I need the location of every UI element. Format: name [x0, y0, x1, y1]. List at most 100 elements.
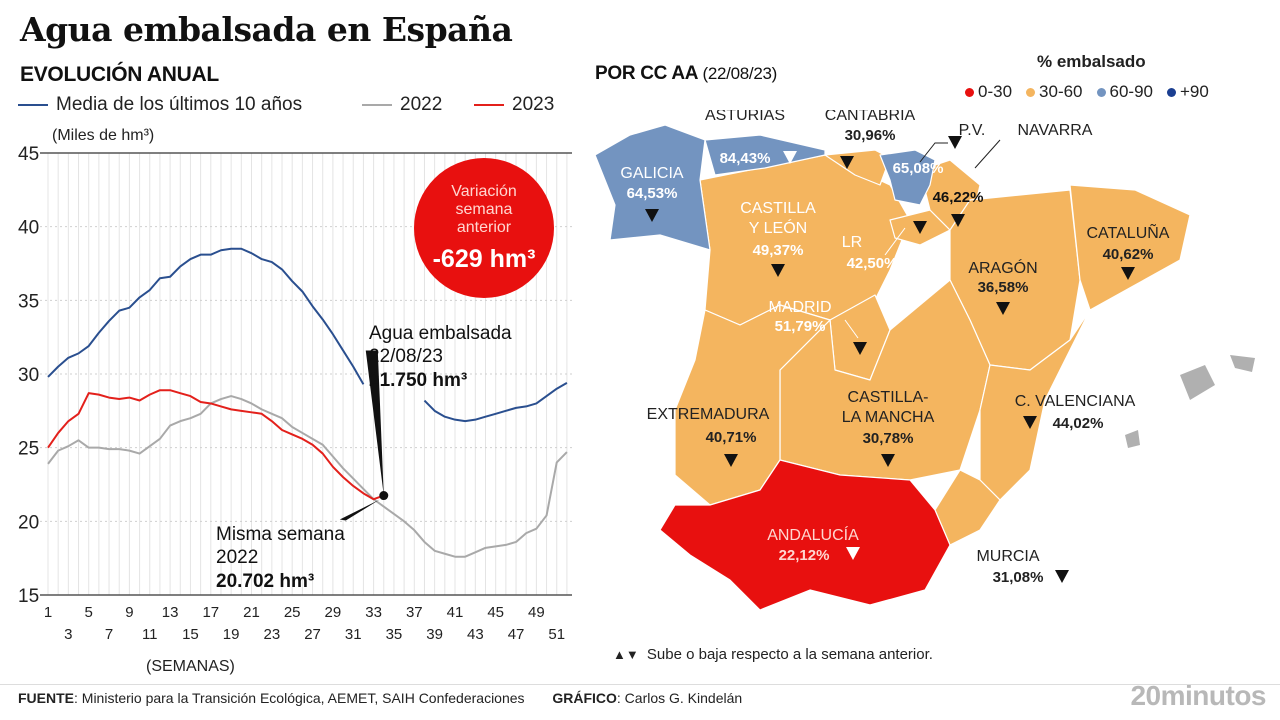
- map-legend-item: 0-30: [965, 82, 1012, 102]
- annotation-prev-line: Misma semana: [216, 524, 345, 545]
- x-tick-label: 15: [182, 626, 199, 643]
- x-tick-label: 17: [202, 604, 219, 621]
- variation-label: anterior: [457, 219, 512, 236]
- y-tick-label: 25: [18, 439, 39, 460]
- x-tick-label: 21: [243, 604, 260, 621]
- y-tick-label: 30: [18, 365, 39, 386]
- graphic-label: GRÁFICO: [552, 690, 617, 706]
- series-line-2023: [47, 389, 385, 501]
- legend-swatch-blue: [18, 104, 48, 106]
- legend-label: 0-30: [978, 82, 1013, 101]
- spain-map: GALICIA 64,53% ASTURIAS 84,43% CANTABRIA 30,9…: [594, 110, 1255, 611]
- trend-down-icon: [951, 214, 965, 227]
- legend-dot-red: [965, 87, 974, 97]
- x-tick-label: 7: [105, 626, 113, 643]
- legend-item-2022: 2022: [362, 94, 442, 116]
- region-baleares: [1125, 355, 1255, 448]
- map-label-castilla-la-mancha: LA MANCHA: [842, 409, 935, 426]
- map-label-andalucía: ANDALUCÍA: [767, 525, 859, 544]
- chart-section-title: EVOLUCIÓN ANUAL: [20, 63, 219, 86]
- map-value-cataluña: 40,62%: [1103, 246, 1154, 263]
- x-tick-label: 41: [447, 604, 464, 621]
- legend-label: 60-90: [1109, 82, 1153, 101]
- map-label-madrid: MADRID: [768, 299, 831, 316]
- map-legend-item: 60-90: [1096, 82, 1153, 102]
- map-date: (22/08/23): [702, 64, 778, 83]
- legend-item-2023: 2023: [474, 94, 554, 116]
- legend-swatch-gray: [362, 104, 392, 106]
- leader-line-lr: [884, 227, 906, 256]
- variation-label: Variación: [451, 183, 517, 200]
- series-line-media-de-los-últimos-10-años: [47, 247, 365, 385]
- legend-dot-lightblue: [1096, 87, 1106, 97]
- series-line-2022: [47, 395, 568, 558]
- map-title: POR CC AA: [595, 63, 698, 84]
- map-value-andalucía: 22,12%: [779, 547, 830, 564]
- map-legend: 0-30 30-60 60-90 +90: [965, 82, 1209, 102]
- map-legend-item: 30-60: [1026, 82, 1083, 102]
- series-line-media-de-los-últimos-10-años: [423, 381, 568, 423]
- legend-label: Media de los últimos 10 años: [56, 94, 303, 115]
- trend-down-icon: [1023, 416, 1037, 429]
- x-tick-label: 19: [223, 626, 240, 643]
- map-value-castilla-la-mancha: 30,78%: [863, 430, 914, 447]
- trend-down-icon: [783, 151, 797, 164]
- region-andalucia: [659, 459, 951, 611]
- trend-down-icon: [948, 136, 962, 149]
- trend-down-icon: [881, 454, 895, 467]
- annotation-prev-value: 20.702 hm³: [216, 571, 314, 592]
- map-value-aragón: 36,58%: [978, 279, 1029, 296]
- map-legend-item: +90: [1167, 82, 1209, 102]
- map-value-galicia: 64,53%: [627, 185, 678, 202]
- trend-down-icon: [724, 454, 738, 467]
- map-value-castilla-y-león: 49,37%: [753, 242, 804, 259]
- map-label-c-valenciana: C. VALENCIANA: [1015, 393, 1136, 410]
- leader-line-madrid: [844, 319, 859, 339]
- x-tick-label: 13: [162, 604, 179, 621]
- map-value-murcia: 31,08%: [993, 569, 1044, 586]
- map-value-asturias: 84,43%: [720, 150, 771, 167]
- annotation-prev-year: 2022: [216, 547, 258, 568]
- variation-bubble: [414, 158, 554, 298]
- footer: FUENTE: Ministerio para la Transición Ec…: [18, 690, 742, 706]
- trend-down-icon: [853, 342, 867, 355]
- graphic-text: : Carlos G. Kindelán: [616, 690, 743, 706]
- x-tick-label: 5: [85, 604, 93, 621]
- x-tick-label: 25: [284, 604, 301, 621]
- callout-pointer-2022: [339, 499, 380, 521]
- y-tick-label: 45: [18, 144, 39, 165]
- x-tick-label: 11: [142, 626, 158, 643]
- x-tick-label: 43: [467, 626, 484, 643]
- map-value-p-v-: 65,08%: [893, 160, 944, 177]
- trend-down-icon: [1055, 570, 1069, 583]
- y-tick-label: 35: [18, 291, 39, 312]
- map-label-castilla-y-león: Y LEÓN: [749, 218, 807, 237]
- legend-item-media: Media de los últimos 10 años: [18, 94, 302, 116]
- trend-down-icon: [1121, 267, 1135, 280]
- region-cataluna: [1069, 184, 1191, 311]
- map-section-title: POR CC AA (22/08/23): [595, 63, 777, 85]
- map-label-cantabria: CANTABRIA: [825, 110, 916, 124]
- x-tick-label: 3: [64, 626, 72, 643]
- map-label-castilla-y-león: CASTILLA: [740, 200, 816, 217]
- map-label-asturias: ASTURIAS: [705, 110, 785, 124]
- x-tick-label: 45: [487, 604, 504, 621]
- legend-label: 2022: [400, 94, 443, 115]
- callout-pointer: [365, 350, 384, 496]
- x-tick-label: 47: [508, 626, 525, 643]
- trend-down-icon: [645, 209, 659, 222]
- x-tick-label: 9: [125, 604, 133, 621]
- trend-down-icon: [840, 156, 854, 169]
- map-label-navarra: NAVARRA: [1018, 122, 1093, 139]
- map-label-castilla-la-mancha: CASTILLA-: [848, 389, 929, 406]
- trend-down-icon: [771, 264, 785, 277]
- map-value-navarra: 46,22%: [933, 189, 984, 206]
- map-label-cataluña: CATALUÑA: [1087, 222, 1170, 242]
- legend-label: +90: [1180, 82, 1209, 101]
- legend-dot-orange: [1026, 87, 1036, 97]
- x-tick-label: 49: [528, 604, 545, 621]
- map-label-extremadura: EXTREMADURA: [647, 406, 770, 423]
- trend-note-text: Sube o baja respecto a la semana anterio…: [646, 646, 933, 663]
- x-tick-label: 37: [406, 604, 423, 621]
